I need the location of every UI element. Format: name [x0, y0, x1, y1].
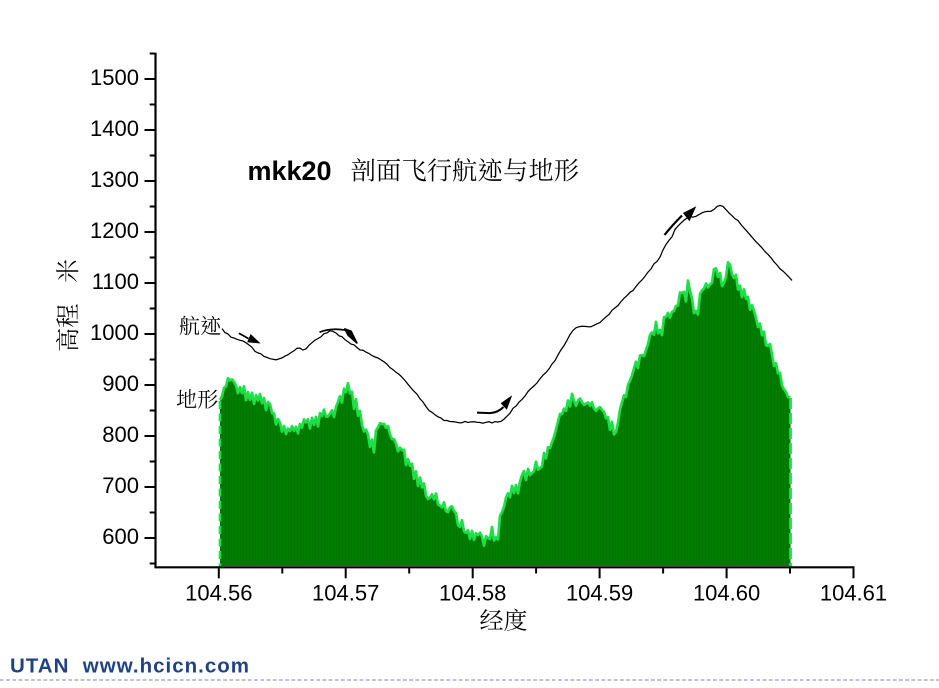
- svg-text:1100: 1100: [92, 269, 139, 294]
- svg-text:700: 700: [102, 473, 139, 498]
- svg-text:900: 900: [102, 371, 139, 396]
- svg-text:UTAN www.hcicn.com: UTAN www.hcicn.com: [10, 654, 250, 677]
- svg-text:1200: 1200: [90, 218, 139, 243]
- svg-text:104.59: 104.59: [566, 580, 633, 605]
- svg-text:104.56: 104.56: [185, 580, 252, 605]
- svg-text:1500: 1500: [90, 65, 139, 90]
- svg-text:104.61: 104.61: [820, 580, 887, 605]
- svg-text:104.57: 104.57: [312, 580, 379, 605]
- svg-text:1400: 1400: [90, 116, 139, 141]
- svg-text:1300: 1300: [90, 167, 139, 192]
- svg-text:mkk20: mkk20: [248, 156, 332, 186]
- svg-text:600: 600: [102, 524, 139, 549]
- svg-text:104.60: 104.60: [693, 580, 760, 605]
- svg-text:1000: 1000: [90, 320, 139, 345]
- svg-text:800: 800: [102, 422, 139, 447]
- svg-text:104.58: 104.58: [439, 580, 506, 605]
